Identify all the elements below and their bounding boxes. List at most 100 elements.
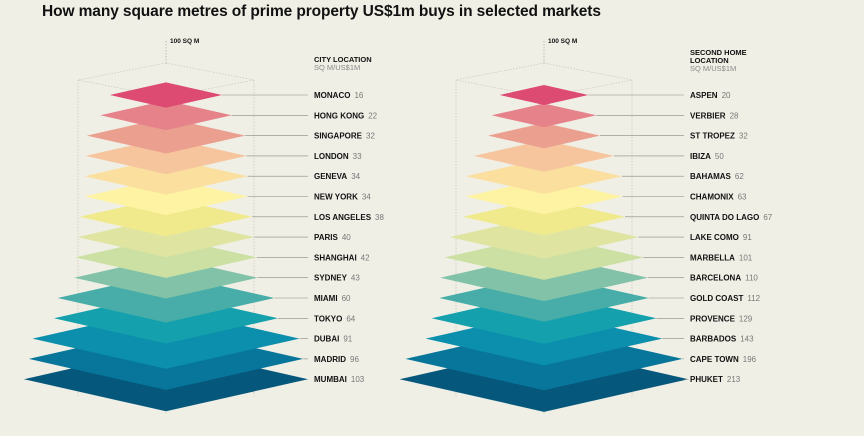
second-home-layer-chamonix	[465, 178, 623, 215]
category-label: QUINTA DO LAGO	[690, 213, 759, 222]
second-home-layer-verbier	[491, 103, 597, 128]
value-label: 34	[362, 193, 371, 202]
category-label: CHAMONIX	[690, 193, 734, 202]
second-home-label-cape-town: CAPE TOWN 196	[690, 355, 757, 364]
city-layer-london	[85, 137, 247, 175]
second-home-label-quinta-do-lago: QUINTA DO LAGO 67	[690, 213, 773, 222]
city-layer-singapore	[86, 117, 246, 154]
value-label: 33	[353, 152, 362, 161]
category-label: TOKYO	[314, 314, 342, 323]
category-label: ST TROPEZ	[690, 132, 735, 141]
city-label-shanghai: SHANGHAI 42	[314, 253, 370, 262]
category-label: GENEVA	[314, 172, 347, 181]
second-home-label-st-tropez: ST TROPEZ 32	[690, 132, 748, 141]
city-layer-new-york	[84, 178, 248, 215]
category-label: MARBELLA	[690, 253, 735, 262]
value-label: 63	[738, 193, 747, 202]
city-label-madrid: MADRID 96	[314, 355, 359, 364]
city-layer-paris	[77, 217, 255, 258]
category-label: DUBAI	[314, 335, 339, 344]
value-label: 22	[368, 111, 377, 120]
second-home-header: LOCATION	[690, 56, 729, 65]
category-label: CAPE TOWN	[690, 355, 739, 364]
city-label-london: LONDON 33	[314, 152, 362, 161]
category-label: LOS ANGELES	[314, 213, 372, 222]
city-header: CITY LOCATION	[314, 55, 372, 64]
second-home-layer-bahamas	[466, 158, 622, 194]
value-label: 67	[763, 213, 772, 222]
value-label: 213	[727, 375, 741, 384]
category-label: SHANGHAI	[314, 253, 357, 262]
value-label: 40	[342, 233, 351, 242]
value-label: 64	[346, 314, 355, 323]
city-label-dubai: DUBAI 91	[314, 335, 353, 344]
city-label-new-york: NEW YORK 34	[314, 193, 371, 202]
value-label: 110	[745, 274, 758, 283]
city-label-sydney: SYDNEY 43	[314, 274, 360, 283]
city-reference-label: 100 SQ M	[170, 38, 199, 45]
category-label: BAHAMAS	[690, 172, 732, 181]
value-label: 91	[743, 233, 752, 242]
second-home-label-barcelona: BARCELONA 110	[690, 274, 758, 283]
city-label-tokyo: TOKYO 64	[314, 314, 356, 323]
second-home-header: SECOND HOME	[690, 48, 747, 57]
value-label: 129	[739, 314, 753, 323]
city-label-singapore: SINGAPORE 32	[314, 132, 375, 141]
second-home-reference-label: 100 SQ M	[548, 38, 577, 45]
second-home-label-gold-coast: GOLD COAST 112	[690, 294, 761, 303]
category-label: GOLD COAST	[690, 294, 743, 303]
second-home-label-bahamas: BAHAMAS 62	[690, 172, 744, 181]
value-label: 62	[735, 172, 744, 181]
category-label: NEW YORK	[314, 193, 358, 202]
second-home-label-ibiza: IBIZA 50	[690, 152, 724, 161]
city-label-los-angeles: LOS ANGELES 38	[314, 213, 384, 222]
chart-title: How many square metres of prime property…	[42, 3, 601, 20]
category-label: SYDNEY	[314, 274, 348, 283]
city-label-mumbai: MUMBAI 103	[314, 375, 365, 384]
value-label: 103	[351, 375, 365, 384]
second-home-layer-aspen	[499, 84, 589, 106]
value-label: 101	[739, 253, 753, 262]
second-home-label-marbella: MARBELLA 101	[690, 253, 753, 262]
city-label-paris: PARIS 40	[314, 233, 351, 242]
city-label-monaco: MONACO 16	[314, 91, 364, 100]
category-label: IBIZA	[690, 152, 711, 161]
category-label: PHUKET	[690, 375, 723, 384]
second-home-label-provence: PROVENCE 129	[690, 314, 753, 323]
value-label: 96	[350, 355, 359, 364]
city-layer-geneva	[84, 157, 248, 195]
value-label: 34	[351, 172, 360, 181]
value-label: 91	[343, 335, 352, 344]
value-label: 38	[375, 213, 384, 222]
value-label: 16	[354, 91, 363, 100]
second-home-label-phuket: PHUKET 213	[690, 375, 741, 384]
value-label: 196	[743, 355, 757, 364]
city-subheader: SQ M/US$1M	[314, 63, 360, 72]
value-label: 42	[361, 253, 370, 262]
value-label: 60	[342, 294, 351, 303]
second-home-label-lake-como: LAKE COMO 91	[690, 233, 752, 242]
value-label: 20	[722, 91, 731, 100]
second-home-label-aspen: ASPEN 20	[690, 91, 731, 100]
value-label: 143	[740, 335, 754, 344]
value-label: 32	[366, 132, 375, 141]
city-layer-hong-kong	[100, 100, 232, 131]
city-label-hong-kong: HONG KONG 22	[314, 111, 378, 120]
category-label: MADRID	[314, 355, 346, 364]
category-label: BARBADOS	[690, 335, 737, 344]
city-label-miami: MIAMI 60	[314, 294, 351, 303]
second-home-label-chamonix: CHAMONIX 63	[690, 193, 747, 202]
category-label: LAKE COMO	[690, 233, 739, 242]
value-label: 32	[739, 132, 748, 141]
second-home-label-barbados: BARBADOS 143	[690, 335, 754, 344]
second-home-layer-lake-como	[449, 215, 639, 259]
second-home-label-verbier: VERBIER 28	[690, 111, 739, 120]
second-home-subheader: SQ M/US$1M	[690, 64, 736, 73]
category-label: HONG KONG	[314, 111, 364, 120]
category-label: PARIS	[314, 233, 339, 242]
second-home-layer-quinta-do-lago	[462, 198, 626, 236]
category-label: VERBIER	[690, 111, 726, 120]
